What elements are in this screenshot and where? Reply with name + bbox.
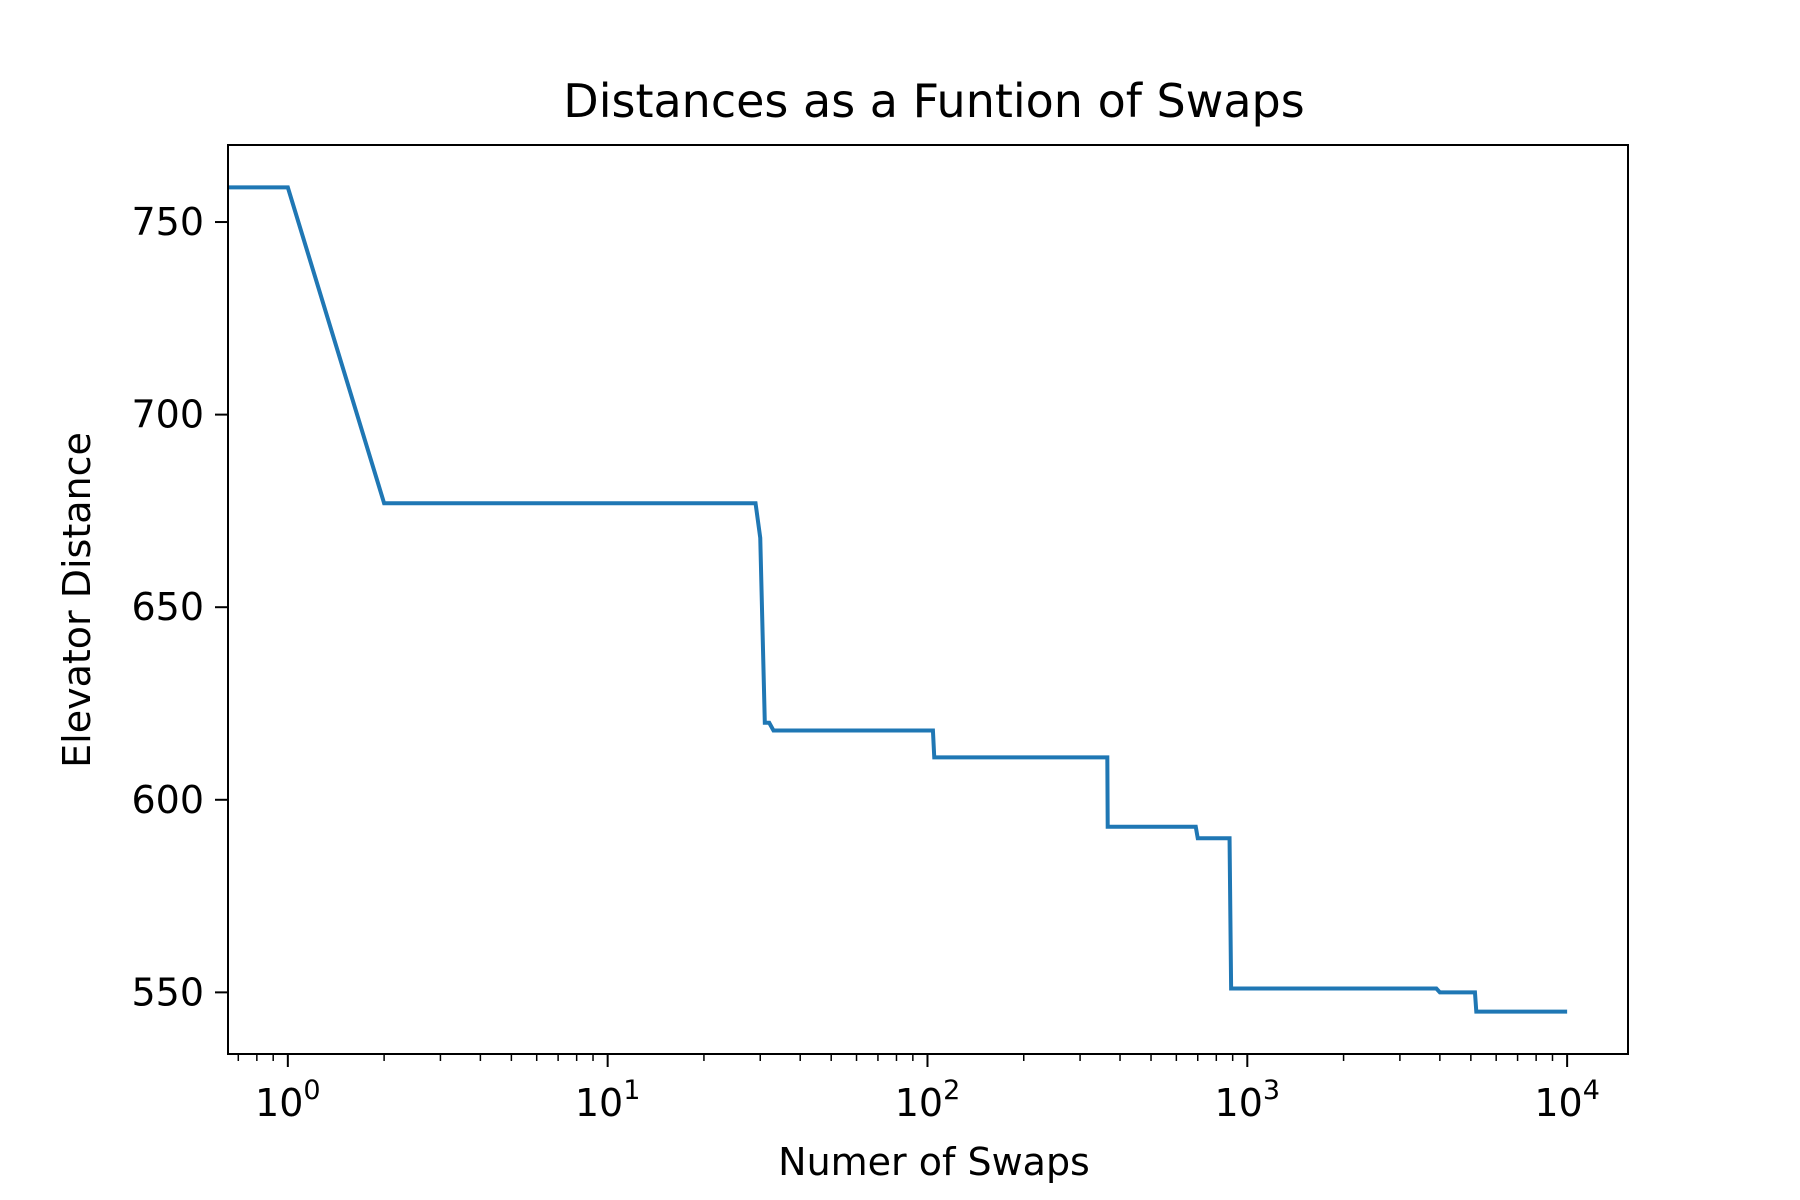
plot-frame [227,144,1629,1055]
y-tick-label-4: 750 [131,200,204,244]
x-axis-label: Numer of Swaps [778,1140,1090,1184]
plot-area [227,144,1629,1055]
chart-title: Distances as a Funtion of Swaps [563,74,1304,128]
y-tick-label-1: 600 [131,778,204,822]
y-tick-label-2: 650 [131,585,204,629]
y-tick-label-0: 550 [131,970,204,1014]
x-tick-label-3: 103 [1215,1075,1281,1125]
axis-ticks: 100 101 102 103 104 550 600 650 700 750 [131,200,1599,1125]
y-axis-label: Elevator Distance [55,432,99,768]
x-tick-label-2: 102 [895,1075,961,1125]
x-tick-label-0: 100 [255,1075,321,1125]
x-tick-label-1: 101 [575,1075,641,1125]
y-tick-label-3: 700 [131,393,204,437]
x-tick-label-4: 104 [1534,1075,1600,1125]
series-line-0 [228,185,1568,1014]
